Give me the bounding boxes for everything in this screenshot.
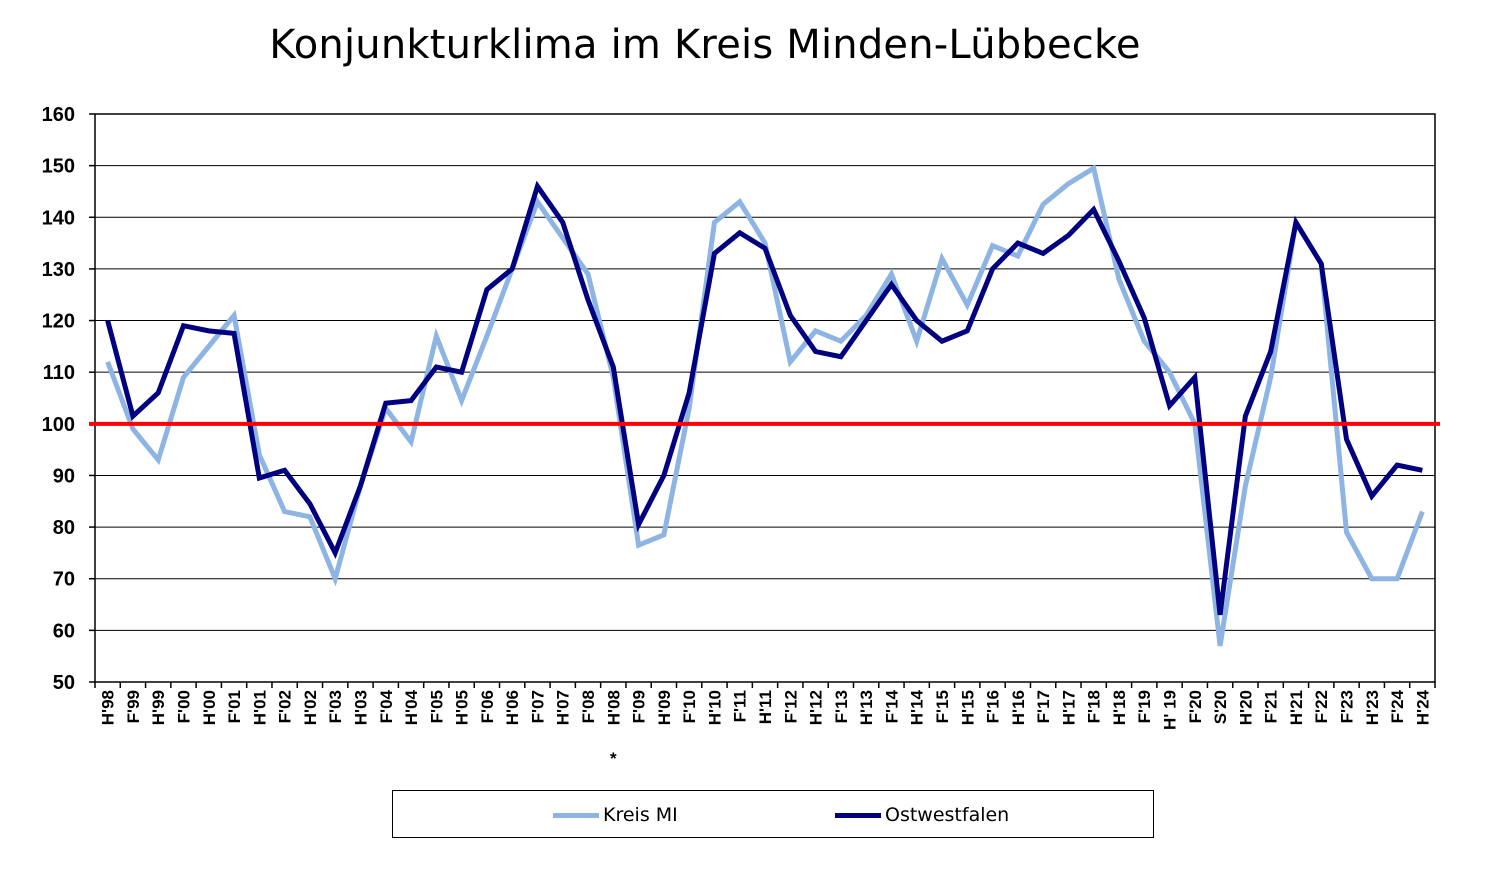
y-tick-label: 90 — [53, 465, 75, 487]
x-tick-label: H'04 — [402, 689, 421, 725]
series-lines — [105, 164, 1425, 647]
x-tick-label: H'24 — [1413, 689, 1432, 725]
x-tick-label: F'17 — [1034, 690, 1053, 723]
x-tick-label: F'04 — [377, 689, 396, 723]
x-tick-label: F'99 — [124, 690, 143, 723]
x-tick-label: F'00 — [174, 690, 193, 723]
y-tick-label: 120 — [42, 311, 75, 333]
y-tick-label: 60 — [53, 620, 75, 642]
x-tick-label: H'23 — [1363, 690, 1382, 725]
x-tick-label: F'14 — [882, 689, 901, 723]
x-tick-labels: H'98 F'99 H'99 F'00 H'00 F'01 H'01 F'02 H'02 F'03… — [99, 689, 1433, 729]
x-tick-label: H'10 — [705, 690, 724, 725]
x-tick-label: F'09 — [630, 690, 649, 723]
x-tick-label: H'14 — [908, 689, 927, 725]
x-tick-label: H'11 — [756, 690, 775, 724]
y-tick-label: 80 — [53, 517, 75, 539]
x-tick-label: H'05 — [453, 690, 472, 725]
x-tick-label: F'15 — [933, 690, 952, 723]
x-tick-label: F'16 — [984, 690, 1003, 723]
x-tick-label: F'07 — [528, 690, 547, 723]
x-tick-label: F'13 — [832, 690, 851, 723]
y-tick-label: 50 — [53, 672, 75, 694]
x-tick-label: F'06 — [478, 690, 497, 723]
x-tick-label: F'12 — [781, 690, 800, 723]
legend-item-kreis-mi: Kreis MI — [553, 803, 678, 827]
x-tick-label: F'20 — [1186, 690, 1205, 723]
series-line-kreis-mi — [105, 164, 1425, 647]
legend: Kreis MI Ostwestfalen — [392, 790, 1154, 838]
y-tick-labels: 50 60 70 80 90 100 110 120 130 140 150 160 — [42, 104, 75, 694]
y-tick-label: 140 — [42, 207, 75, 229]
x-tick-label: H'13 — [857, 690, 876, 725]
series-line-ostwestfalen — [105, 180, 1423, 616]
x-tick-label: F'22 — [1312, 690, 1331, 723]
plot-border — [94, 113, 1436, 683]
x-tick-label: F'19 — [1135, 690, 1154, 723]
x-tick-label: F'03 — [326, 690, 345, 723]
legend-label-ostwestfalen: Ostwestfalen — [885, 804, 1010, 826]
chart-title: Konjunkturklima im Kreis Minden-Lübbecke — [269, 22, 1141, 68]
legend-item-ostwestfalen: Ostwestfalen — [835, 803, 1009, 827]
x-tick-label: F'02 — [276, 690, 295, 723]
legend-swatch-ostwestfalen — [835, 812, 881, 818]
x-tick-label: H'09 — [655, 690, 674, 725]
x-tick-label: H' 19 — [1161, 690, 1180, 730]
legend-swatch-kreis-mi — [553, 812, 599, 818]
x-tick-label: H'08 — [604, 690, 623, 725]
x-tick-label: F'08 — [579, 690, 598, 723]
x-tick-label: H'17 — [1059, 690, 1078, 725]
annotation-layer: * — [610, 749, 617, 768]
x-tick-label: H'06 — [503, 690, 522, 725]
x-tick-label: H'20 — [1236, 690, 1255, 725]
x-tick-label: H'98 — [99, 690, 118, 725]
plot-area — [95, 114, 1435, 682]
x-tick-label: H'12 — [807, 690, 826, 725]
axes — [89, 113, 1436, 688]
x-tick-label: F'21 — [1262, 690, 1281, 723]
x-tick-label: H'07 — [554, 690, 573, 725]
x-tick-label: H'00 — [200, 690, 219, 725]
x-tick-label: F'01 — [225, 690, 244, 723]
x-tick-label: H'03 — [351, 690, 370, 725]
y-tick-label: 70 — [53, 569, 75, 591]
x-tick-label: S'20 — [1211, 690, 1230, 724]
annotation-asterisk: * — [610, 749, 617, 768]
x-tick-label: H'02 — [301, 690, 320, 725]
x-tick-label: H'16 — [1009, 690, 1028, 725]
y-tick-label: 160 — [42, 104, 75, 126]
x-tick-label: H'99 — [149, 690, 168, 725]
x-tick-label: H'21 — [1287, 690, 1306, 725]
x-tick-label: F'05 — [427, 690, 446, 723]
legend-label-kreis-mi: Kreis MI — [603, 804, 678, 826]
x-tick-label: F'18 — [1085, 690, 1104, 723]
x-tick-label: F'11 — [731, 690, 750, 722]
y-tick-label: 110 — [43, 362, 75, 384]
y-tick-label: 130 — [42, 259, 75, 281]
y-tick-label: 150 — [42, 156, 75, 178]
x-tick-label: F'23 — [1338, 690, 1357, 723]
y-tick-label: 100 — [42, 414, 75, 436]
x-tick-label: H'01 — [250, 690, 269, 725]
x-tick-label: F'10 — [680, 690, 699, 723]
x-tick-label: H'18 — [1110, 690, 1129, 725]
x-tick-label: H'15 — [958, 690, 977, 725]
x-tick-label: F'24 — [1388, 689, 1407, 723]
